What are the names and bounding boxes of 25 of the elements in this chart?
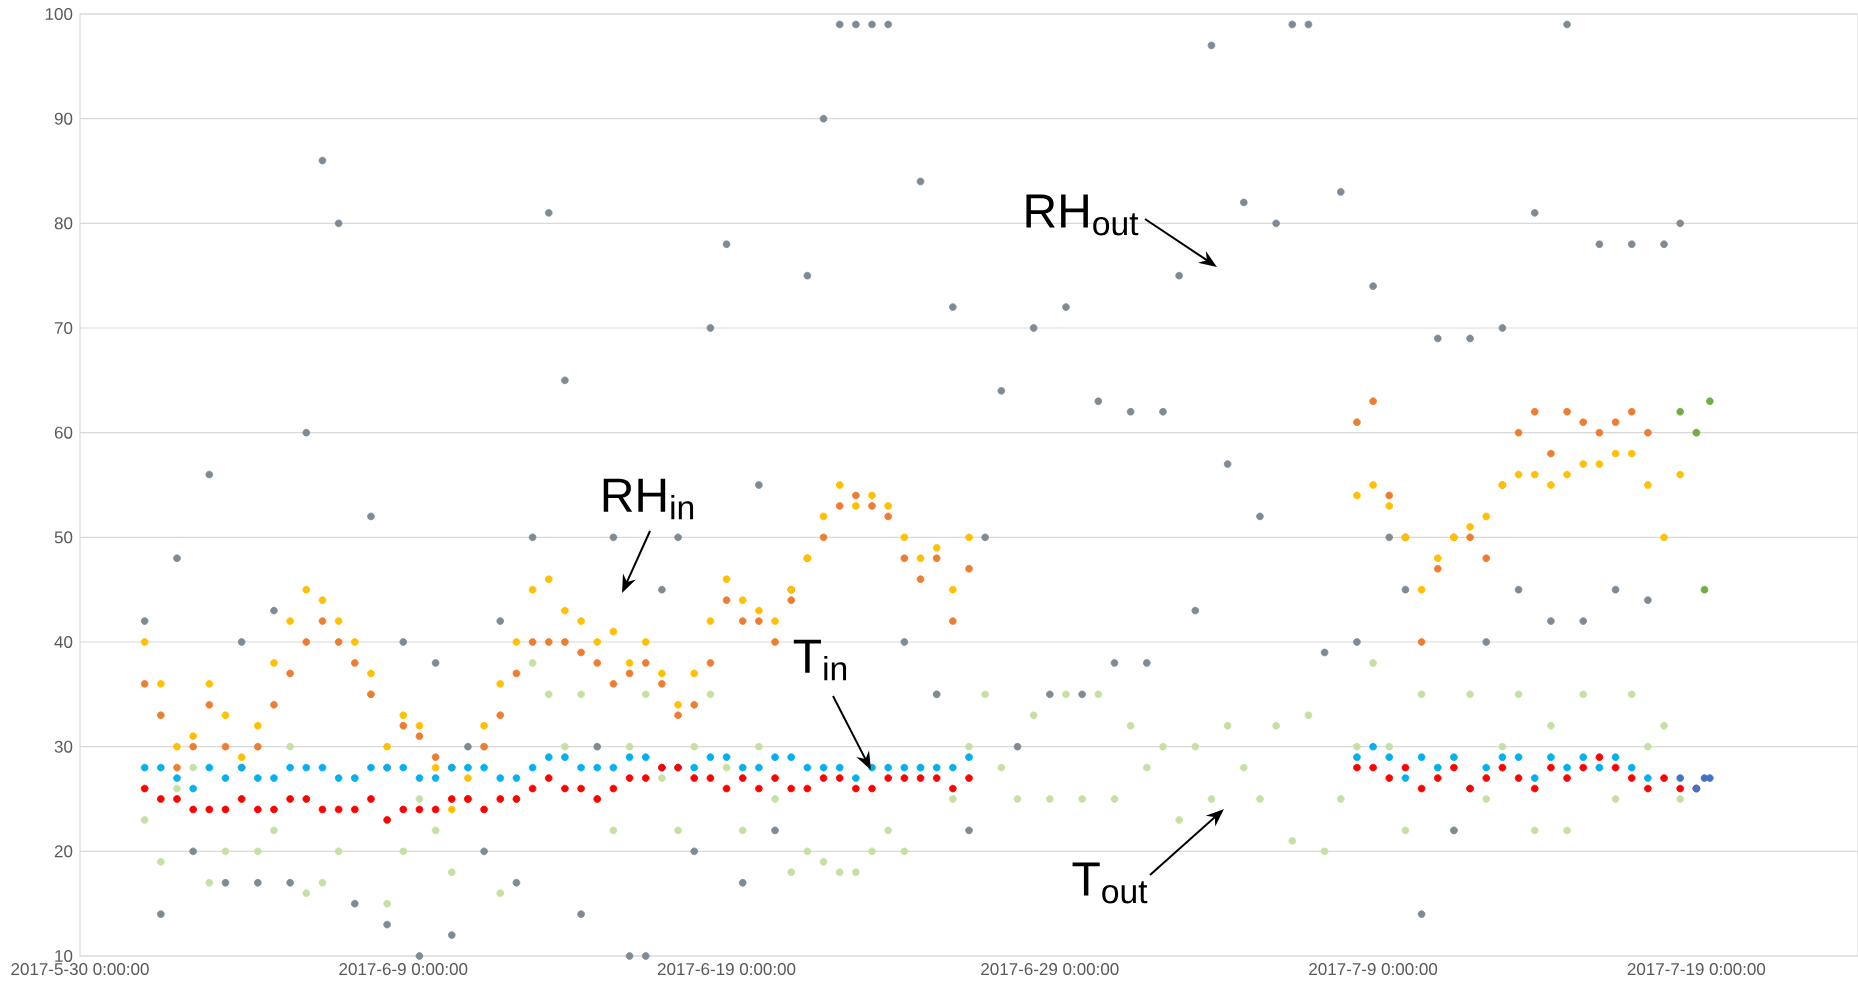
x-tick-label: 2017-6-19 0:00:00 [657,963,796,976]
y-tick-label: 100 [45,8,73,21]
y-tick-label: 20 [54,845,73,858]
x-tick-label: 2017-7-19 0:00:00 [1627,963,1766,976]
point [1700,585,1709,594]
y-tick-label: 50 [54,531,73,544]
annotation: RH$_{in}$ [603,478,694,520]
point [1706,774,1714,782]
x-tick-label: 2017-5-30 0:00:00 [11,963,149,976]
annotation: RH$_{out}$ [1026,194,1139,236]
point [1676,407,1685,416]
y-tick-label: 60 [54,426,73,439]
point [1676,774,1685,782]
point [1706,397,1714,406]
x-tick-label: 2017-6-9 0:00:00 [339,963,468,976]
y-tick-label: 30 [54,740,73,753]
x-tick-label: 2017-6-29 0:00:00 [981,963,1119,976]
annotation: T$_{in}$ [793,639,847,681]
y-tick-label: 90 [54,112,73,125]
y-tick-label: 40 [54,636,73,649]
x-tick-label: 2017-7-9 0:00:00 [1309,963,1438,976]
annotation: T$_{out}$ [1072,862,1148,904]
y-tick-label: 80 [54,217,73,230]
y-tick-label: 10 [55,950,73,963]
y-tick-label: 70 [54,322,73,335]
